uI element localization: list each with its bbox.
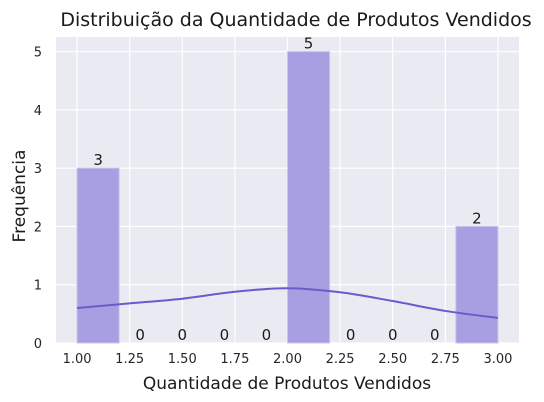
- bar-count-label: 3: [93, 151, 103, 169]
- bar-count-label: 0: [220, 326, 230, 344]
- y-tick-label: 0: [34, 337, 42, 352]
- bar-count-label: 5: [304, 35, 314, 53]
- histogram-bar: [287, 51, 331, 344]
- x-axis-label: Quantidade de Produtos Vendidos: [143, 374, 431, 394]
- y-tick-label: 5: [34, 46, 42, 61]
- bar-count-label: 0: [135, 326, 145, 344]
- kde-line: [76, 287, 499, 319]
- bar-count-label: 2: [472, 209, 482, 227]
- x-tick-label: 1.50: [168, 352, 197, 367]
- bar-count-label: 0: [262, 326, 272, 344]
- y-tick-label: 4: [34, 104, 42, 119]
- histogram-bars: [76, 51, 499, 344]
- histogram-bar: [455, 225, 499, 344]
- x-tick-label: 2.25: [326, 352, 355, 367]
- x-tick-label: 1.00: [63, 352, 92, 367]
- y-tick-label: 1: [34, 279, 42, 294]
- y-axis-label: Frequência: [10, 150, 30, 243]
- bar-count-labels: 3 0 0 0 0 5 0 0 0 2: [93, 35, 481, 344]
- y-tick-label: 3: [34, 162, 42, 177]
- chart-title: Distribuição da Quantidade de Produtos V…: [60, 9, 531, 31]
- y-tick-label: 2: [34, 220, 42, 235]
- x-tick-label: 3.00: [483, 352, 512, 367]
- density-curve: [76, 287, 499, 319]
- histogram-bar: [76, 167, 120, 344]
- bar-count-label: 0: [346, 326, 356, 344]
- bar-count-label: 0: [430, 326, 440, 344]
- y-tick-labels: 0 1 2 3 4 5: [34, 46, 42, 352]
- bar-count-label: 0: [177, 326, 187, 344]
- x-tick-label: 2.50: [378, 352, 407, 367]
- x-tick-labels: 1.00 1.25 1.50 1.75 2.00 2.25 2.50 2.75 3.00: [63, 352, 513, 367]
- x-tick-label: 2.00: [273, 352, 302, 367]
- x-tick-label: 1.25: [115, 352, 144, 367]
- bar-count-label: 0: [388, 326, 398, 344]
- x-tick-label: 1.75: [220, 352, 249, 367]
- x-tick-label: 2.75: [431, 352, 460, 367]
